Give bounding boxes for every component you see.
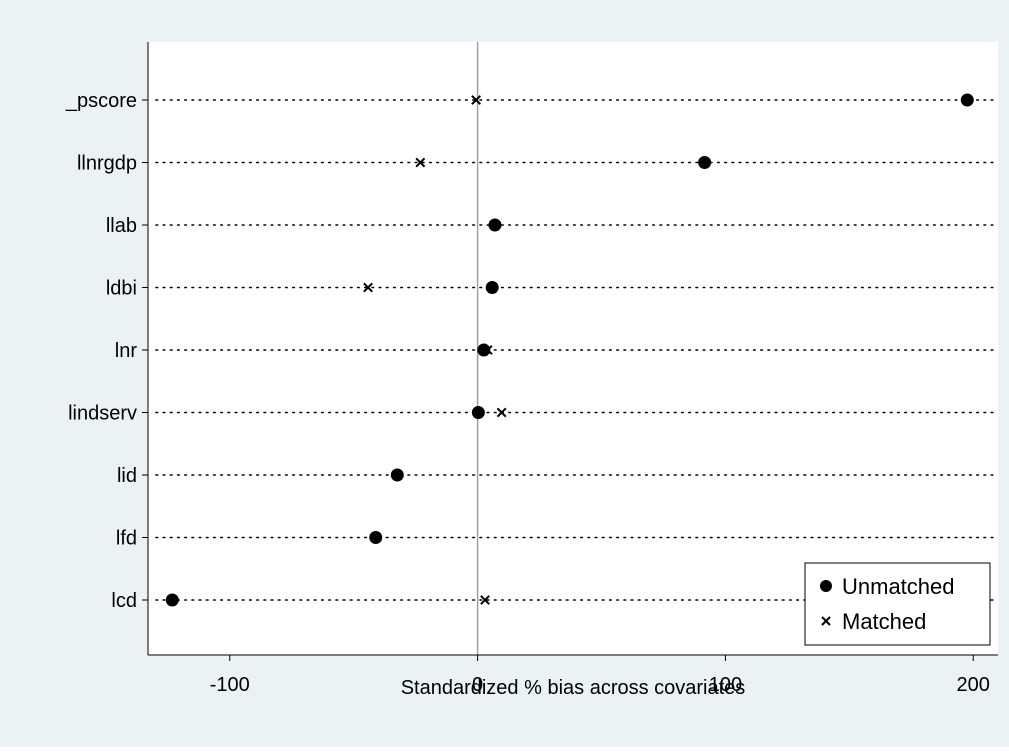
category-label: llab <box>106 215 137 237</box>
x-tick-label: 200 <box>957 674 990 696</box>
x-axis-title: Standardized % bias across covariates <box>401 677 746 699</box>
unmatched-point-llab <box>488 218 502 232</box>
legend-matched-marker <box>821 616 831 626</box>
category-label: lfd <box>116 528 137 550</box>
category-label: lnr <box>115 340 138 362</box>
legend-box <box>804 562 991 646</box>
x-axis-ticks: -100 0 100 200 <box>210 655 990 696</box>
legend-unmatched-marker <box>820 580 832 592</box>
unmatched-point-lnr <box>477 343 491 357</box>
unmatched-point-lid <box>390 468 404 482</box>
data-markers <box>165 93 974 607</box>
x-tick-label: 100 <box>709 674 742 696</box>
category-label: lid <box>117 465 137 487</box>
x-tick-label: -100 <box>210 674 250 696</box>
x-tick-label: 0 <box>472 674 483 696</box>
legend-matched-label: Matched <box>842 609 926 634</box>
matched-point-lindserv <box>496 407 507 418</box>
matched-point-lcd <box>480 595 490 605</box>
category-label: _pscore <box>65 90 137 112</box>
plot-background <box>148 42 998 655</box>
matched-point-llnrgdp <box>415 157 426 168</box>
legend: Unmatched Matched <box>804 562 991 646</box>
category-label: lcd <box>111 590 137 612</box>
matched-point-ldbi <box>363 282 373 293</box>
unmatched-point-_pscore <box>960 93 974 107</box>
unmatched-point-lcd <box>165 593 179 607</box>
matched-point-_pscore <box>471 95 482 105</box>
category-label: ldbi <box>106 278 137 300</box>
category-label: llnrgdp <box>77 153 137 175</box>
unmatched-point-llnrgdp <box>698 156 712 169</box>
unmatched-point-lfd <box>369 531 383 544</box>
unmatched-point-ldbi <box>485 281 499 294</box>
category-label: lindserv <box>68 403 137 425</box>
unmatched-point-lindserv <box>471 406 485 419</box>
legend-unmatched-label: Unmatched <box>842 574 955 599</box>
